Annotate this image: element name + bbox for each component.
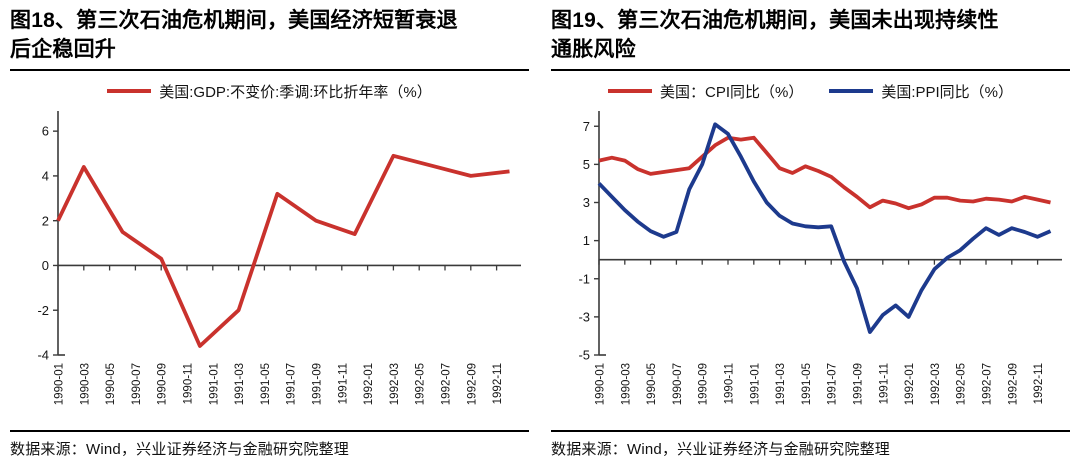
legend-label-gdp: 美国:GDP:不变价:季调:环比折年率（%） [159,83,432,101]
x-tick-label: 1991-05 [801,363,813,405]
legend-item-gdp: 美国:GDP:不变价:季调:环比折年率（%） [107,81,432,102]
figure-18-footer-divider [10,430,529,432]
x-tick-label: 1992-05 [956,363,968,405]
x-tick-label: 1991-07 [827,363,839,405]
x-tick-label: 1990-05 [646,363,658,405]
figure-19-source-note: 数据来源：Wind，兴业证券经济与金融研究院整理 [551,441,890,458]
x-tick-label: 1991-01 [208,363,220,405]
legend-line-swatch-red-icon [607,89,652,93]
figure-19-legend: 美国：CPI同比（%） 美国:PPI同比（%） [551,80,1070,102]
x-tick-label: 1990-09 [157,363,169,405]
y-tick-label: 2 [42,213,49,228]
x-tick-label: 1992-09 [1007,363,1019,405]
figure-19: 图19、第三次石油危机期间，美国未出现持续性通胀风险 美国：CPI同比（%） 美… [551,6,1070,459]
x-tick-label: 1990-11 [183,363,195,404]
legend-item-cpi: 美国：CPI同比（%） [607,81,804,102]
figure-19-footer-divider [551,430,1070,432]
x-tick-label: 1991-03 [775,363,787,405]
legend-line-swatch-blue-icon [829,89,874,93]
x-tick-label: 1991-05 [260,363,272,405]
x-tick-label: 1992-11 [1033,363,1045,404]
series-line-0 [56,153,510,348]
y-tick-label: -1 [578,271,590,286]
y-tick-label: 7 [583,119,590,134]
chart-svg: 6 4 2 0 -2 -4 1990-01 1990-03 1990-05 1990-07 1990… [37,111,521,405]
x-tick-label: 1992-01 [363,363,375,405]
x-tick-label: 1991-03 [234,363,246,405]
y-tick-label: 3 [583,195,590,210]
figure-19-title: 图19、第三次石油危机期间，美国未出现持续性通胀风险 [551,9,999,61]
x-tick-label: 1992-07 [982,363,994,405]
series-line-0 [598,135,1051,211]
x-tick-label: 1990-05 [105,363,117,405]
x-tick-label: 1991-11 [337,363,349,404]
figure-19-title-divider [551,69,1070,71]
y-tick-label: -5 [578,348,590,363]
legend-label-cpi: 美国：CPI同比（%） [659,83,804,101]
x-tick-label: 1991-09 [853,363,865,405]
figure-18-legend: 美国:GDP:不变价:季调:环比折年率（%） [10,80,529,102]
x-tick-label: 1990-01 [54,363,66,405]
figure-18-title-divider [10,69,529,71]
y-tick-label: 4 [42,169,49,184]
x-tick-label: 1990-03 [620,363,632,405]
x-tick-label: 1992-07 [441,363,453,405]
figure-18-title: 图18、第三次石油危机期间，美国经济短暂衰退后企稳回升 [10,9,458,61]
x-tick-label: 1992-05 [415,363,427,405]
x-tick-label: 1991-01 [749,363,761,405]
x-tick-label: 1991-11 [878,363,890,404]
x-tick-label: 1992-03 [930,363,942,405]
x-tick-label: 1992-09 [466,363,478,405]
x-tick-label: 1991-07 [286,363,298,405]
figure-18-source-note: 数据来源：Wind，兴业证券经济与金融研究院整理 [10,441,349,458]
x-tick-label: 1990-03 [79,363,91,405]
y-tick-label: 0 [42,258,49,273]
legend-label-ppi: 美国:PPI同比（%） [881,83,1014,101]
figure-18: 图18、第三次石油危机期间，美国经济短暂衰退后企稳回升 美国:GDP:不变价:季… [10,6,529,459]
y-tick-label: -3 [578,309,590,324]
x-tick-label: 1990-11 [724,363,736,404]
y-tick-label: 5 [583,157,590,172]
x-tick-label: 1990-07 [131,363,143,405]
x-tick-label: 1992-03 [389,363,401,405]
y-tick-label: 1 [583,233,590,248]
y-tick-label: -4 [37,348,49,363]
x-tick-label: 1990-07 [672,363,684,405]
gdp-chart: 6 4 2 0 -2 -4 1990-01 1990-03 1990-05 1990-07 1990… [10,103,529,429]
x-tick-label: 1992-11 [492,363,504,404]
cpi-ppi-chart: 7 5 3 1 -1 -3 -5 1990-01 1990-03 1990-05 1990-07 19… [551,103,1070,429]
chart-svg: 7 5 3 1 -1 -3 -5 1990-01 1990-03 1990-05 1990-07 19… [578,111,1062,405]
series-line-1 [597,122,1052,335]
legend-item-ppi: 美国:PPI同比（%） [829,81,1013,102]
y-tick-label: -2 [37,303,49,318]
y-tick-label: 6 [42,124,49,139]
x-tick-label: 1990-01 [595,363,607,405]
x-tick-label: 1990-09 [698,363,710,405]
legend-line-swatch-red-icon [107,89,152,93]
x-tick-label: 1992-01 [904,363,916,405]
x-tick-label: 1991-09 [312,363,324,405]
